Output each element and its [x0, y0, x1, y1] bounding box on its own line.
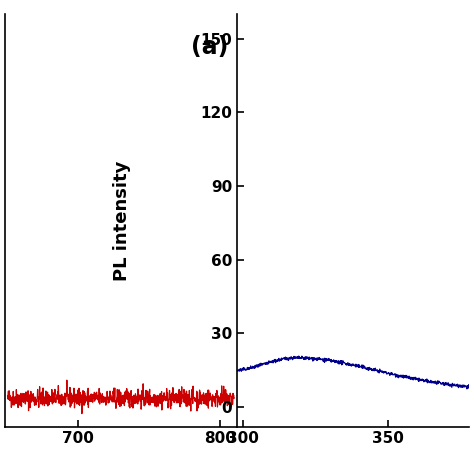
Text: (a): (a) — [191, 35, 228, 59]
Y-axis label: PL intensity: PL intensity — [113, 160, 131, 281]
